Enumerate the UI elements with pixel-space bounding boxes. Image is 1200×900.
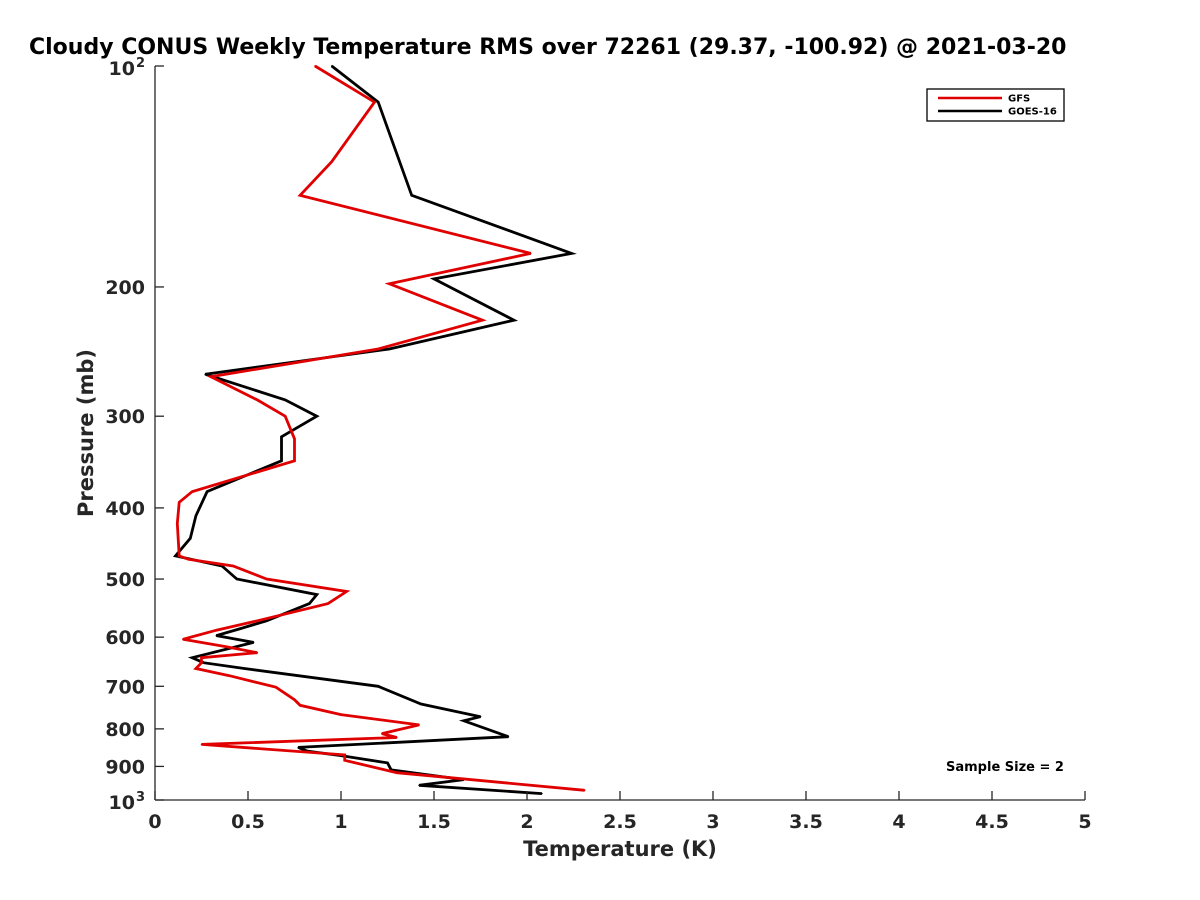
data-point-goes16 [388,348,391,350]
x-tick-label: 0.5 [231,811,265,833]
x-tick-label: 0 [148,811,161,833]
y-tick-label-power: 10 [109,58,135,80]
data-point-goes16 [280,459,283,462]
data-point-goes16 [237,628,240,630]
x-axis-label: Temperature (K) [523,837,717,861]
x-tick-label: 5 [1078,811,1091,833]
x-tick-label: 3 [706,811,719,833]
data-point-goes16 [377,101,380,103]
data-point-goes16 [479,715,482,718]
data-point-goes16 [541,792,543,795]
legend: GFS GOES-16 [926,88,1065,122]
data-point-goes16 [202,661,205,664]
x-tick-group: 0 0.5 1 1.5 2 2.5 3 3.5 4 4.5 5 [148,791,1092,833]
data-point-goes16 [204,373,207,376]
data-point-goes16 [462,719,465,722]
data-point-goes16 [513,319,515,322]
data-point-goes16 [189,537,192,540]
data-point-goes16 [243,667,246,670]
data-point-goes16 [507,735,510,738]
y-tick-label: 800 [105,719,145,741]
x-tick-label: 3.5 [789,811,823,833]
legend-label-gfs: GFS [1008,94,1030,105]
data-point-goes16 [410,194,413,197]
x-tick-label: 2.5 [603,811,637,833]
data-point-goes16 [252,641,255,644]
data-point-goes16 [420,703,422,705]
y-tick-label-exponent: 3 [136,790,145,805]
data-point-goes16 [236,578,238,580]
legend-label-goes16: GOES-16 [1008,107,1057,118]
series-line-goes16 [172,64,577,795]
data-point-goes16 [316,593,318,596]
data-point-goes16 [570,252,573,255]
data-point-goes16 [308,602,311,605]
data-point-goes16 [280,435,283,438]
data-point-goes16 [377,685,380,688]
y-tick-label: 900 [105,756,145,778]
chart-title: Cloudy CONUS Weekly Temperature RMS over… [29,35,1066,60]
y-tick-label: 300 [105,406,145,428]
legend-box [926,88,1065,122]
data-point-goes16 [386,762,389,764]
data-point-goes16 [206,490,208,493]
y-tick-label: 200 [105,277,145,299]
x-tick-label: 2 [520,811,533,833]
x-tick-label: 1.5 [417,811,451,833]
series-layer [172,64,586,795]
series-line-gfs [175,64,585,792]
data-point-goes16 [191,656,193,659]
y-axis-label: Pressure (mb) [74,349,98,517]
y-tick-label: 400 [105,498,145,520]
y-tick-label-power: 10 [109,792,135,814]
x-tick-label: 4.5 [975,811,1009,833]
y-tick-label: 500 [105,569,145,591]
data-point-goes16 [316,415,318,418]
x-tick-label: 4 [892,811,905,833]
data-point-goes16 [215,634,218,637]
x-tick-label: 1 [334,811,347,833]
y-tick-label: 700 [105,676,145,698]
data-point-goes16 [330,65,333,67]
data-point-goes16 [265,620,268,622]
y-tick-label-exponent: 2 [136,56,145,71]
sample-size-annotation: Sample Size = 2 [946,760,1064,775]
data-point-goes16 [284,399,287,401]
data-point-goes16 [297,746,300,749]
data-point-goes16 [418,784,420,787]
y-tick-label: 600 [105,627,145,649]
data-point-goes16 [433,278,435,280]
data-point-goes16 [195,514,197,517]
data-point-goes16 [174,555,177,557]
